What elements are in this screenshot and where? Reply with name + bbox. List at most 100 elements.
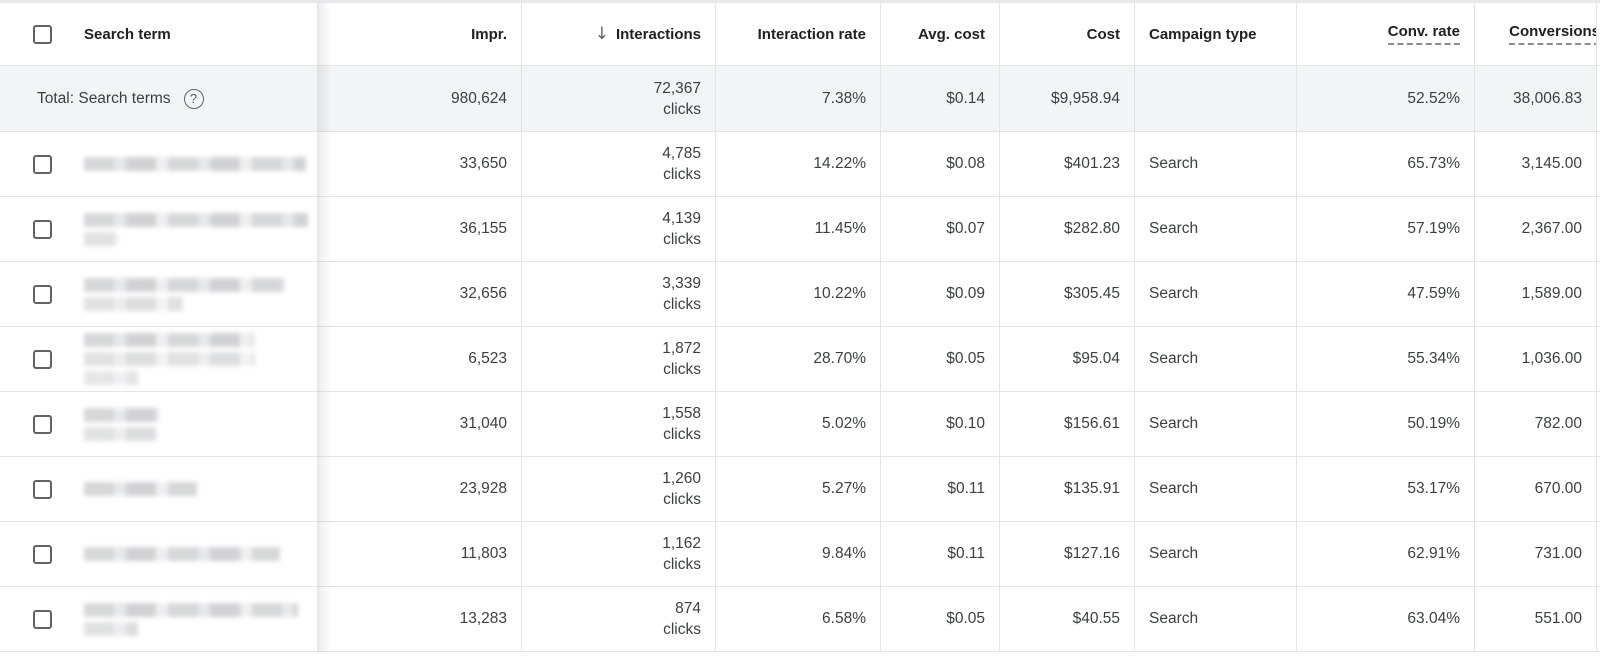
row-checkbox[interactable] [33, 544, 52, 564]
top-divider [0, 0, 1600, 3]
totals-row: Total: Search terms ? 980,624 72,367 cli… [0, 66, 1600, 132]
totals-avg-cost-cell: $0.14 [881, 66, 1000, 132]
table-row: 36,155 4,139 clicks 11.45% $0.07 $282.80… [0, 197, 1600, 262]
interactions-value: 4,785 [662, 145, 701, 162]
avg-cost-cell: $0.05 [881, 327, 1000, 392]
redacted-search-term [84, 602, 298, 636]
avg-cost-cell: $0.10 [881, 392, 1000, 457]
row-checkbox[interactable] [33, 284, 52, 304]
impressions-value: 32,656 [459, 285, 507, 302]
scroll-cut-column [1597, 262, 1600, 327]
conv-rate-cell: 47.59% [1297, 262, 1475, 327]
conv-rate-cell: 53.17% [1297, 457, 1475, 522]
column-header-cost[interactable]: Cost [1000, 3, 1135, 66]
redacted-search-term [84, 482, 197, 496]
table-row: 23,928 1,260 clicks 5.27% $0.11 $135.91 … [0, 457, 1600, 522]
column-header-search-term[interactable]: Search term [0, 3, 331, 66]
conversions-cell: 551.00 [1475, 587, 1597, 652]
conv-rate-value: 47.59% [1407, 285, 1460, 302]
interaction-rate-cell: 14.22% [716, 132, 881, 197]
search-term-cell [0, 262, 331, 327]
conv-rate-value: 50.19% [1407, 415, 1460, 432]
scroll-cut-column [1597, 66, 1600, 132]
conversions-cell: 731.00 [1475, 522, 1597, 587]
campaign-type-value: Search [1149, 220, 1199, 237]
table-body: 33,650 4,785 clicks 14.22% $0.08 $401.23… [0, 132, 1600, 652]
impressions-value: 13,283 [459, 610, 507, 627]
avg-cost-value: $0.10 [946, 415, 985, 432]
totals-campaign-type-cell [1135, 66, 1297, 132]
interactions-cell: 874 clicks [522, 587, 716, 652]
column-header-interaction-rate[interactable]: Interaction rate [716, 3, 881, 66]
help-icon[interactable]: ? [183, 88, 204, 109]
campaign-type-cell: Search [1135, 197, 1297, 262]
interactions-cell: 4,785 clicks [522, 132, 716, 197]
search-term-cell [0, 392, 331, 457]
interaction-rate-cell: 5.27% [716, 457, 881, 522]
avg-cost-cell: $0.11 [881, 522, 1000, 587]
avg-cost-value: $0.11 [947, 480, 985, 497]
interaction-rate-value: 28.70% [813, 350, 866, 367]
interaction-rate-cell: 28.70% [716, 327, 881, 392]
search-term-cell [0, 587, 331, 652]
interaction-rate-cell: 6.58% [716, 587, 881, 652]
column-header-campaign-type[interactable]: Campaign type [1135, 3, 1297, 66]
scroll-cut-column [1597, 522, 1600, 587]
campaign-type-value: Search [1149, 480, 1199, 497]
column-header-impressions[interactable]: Impr. [318, 3, 522, 66]
conversions-value: 1,036.00 [1521, 350, 1582, 367]
cost-value: $135.91 [1063, 480, 1120, 497]
totals-impressions-cell: 980,624 [318, 66, 522, 132]
select-all-checkbox[interactable] [33, 24, 52, 44]
column-header-interactions[interactable]: ↓ Interactions [522, 3, 716, 66]
table-row: 11,803 1,162 clicks 9.84% $0.11 $127.16 … [0, 522, 1600, 587]
impressions-cell: 13,283 [318, 587, 522, 652]
avg-cost-value: $0.09 [946, 285, 985, 302]
column-header-avg-cost[interactable]: Avg. cost [881, 3, 1000, 66]
row-checkbox[interactable] [33, 414, 52, 434]
redacted-search-term [84, 547, 280, 561]
cost-value: $40.55 [1072, 610, 1120, 627]
conversions-cell: 1,589.00 [1475, 262, 1597, 327]
column-header-conversions[interactable]: Conversions [1475, 3, 1597, 66]
table-row: 13,283 874 clicks 6.58% $0.05 $40.55 Sea… [0, 587, 1600, 652]
interactions-value: 1,558 [662, 405, 701, 422]
conversions-value: 782.00 [1534, 415, 1582, 432]
conversions-value: 1,589.00 [1521, 285, 1582, 302]
campaign-type-value: Search [1149, 545, 1199, 562]
conv-rate-value: 53.17% [1407, 480, 1460, 497]
totals-label-cell: Total: Search terms ? [0, 66, 331, 132]
impressions-value: 33,650 [459, 155, 507, 172]
interaction-rate-value: 9.84% [822, 545, 866, 562]
conversions-value: 551.00 [1534, 610, 1582, 627]
avg-cost-value: $0.05 [946, 610, 985, 627]
row-checkbox[interactable] [33, 349, 52, 369]
interaction-rate-value: 5.27% [822, 480, 866, 497]
conv-rate-cell: 65.73% [1297, 132, 1475, 197]
table-row: 31,040 1,558 clicks 5.02% $0.10 $156.61 … [0, 392, 1600, 457]
totals-conversions-cell: 38,006.83 [1475, 66, 1597, 132]
impressions-value: 980,624 [450, 89, 507, 107]
conv-rate-value: 57.19% [1407, 220, 1460, 237]
interactions-value: 1,872 [662, 340, 701, 357]
row-checkbox[interactable] [33, 219, 52, 239]
cost-value: $9,958.94 [1051, 89, 1120, 107]
conv-rate-cell: 55.34% [1297, 327, 1475, 392]
interactions-cell: 1,162 clicks [522, 522, 716, 587]
totals-conv-rate-cell: 52.52% [1297, 66, 1475, 132]
column-header-conv-rate[interactable]: Conv. rate [1297, 3, 1475, 66]
row-checkbox[interactable] [33, 479, 52, 499]
totals-label: Total: Search terms [37, 89, 171, 107]
row-checkbox[interactable] [33, 154, 52, 174]
interaction-rate-value: 10.22% [813, 285, 866, 302]
row-checkbox[interactable] [33, 609, 52, 629]
campaign-type-value: Search [1149, 285, 1199, 302]
campaign-type-cell: Search [1135, 457, 1297, 522]
impressions-cell: 32,656 [318, 262, 522, 327]
interactions-value: 874 [675, 600, 701, 617]
clicks-unit-label: clicks [663, 556, 701, 573]
impressions-cell: 6,523 [318, 327, 522, 392]
campaign-type-value: Search [1149, 350, 1199, 367]
interaction-rate-value: 6.58% [822, 610, 866, 627]
interaction-rate-value: 5.02% [822, 415, 866, 432]
